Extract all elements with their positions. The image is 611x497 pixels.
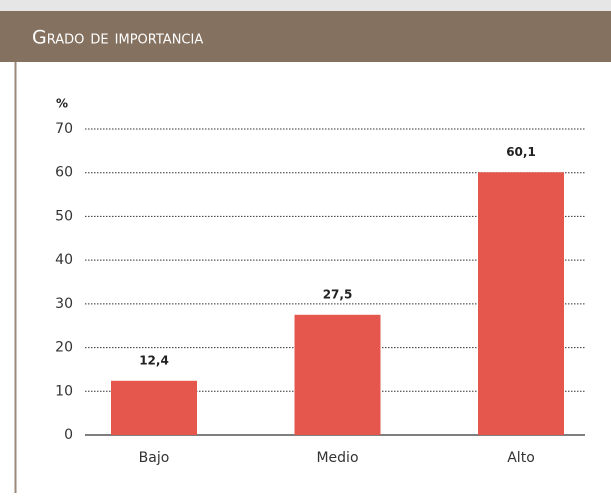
y-tick-label: 0 [64,427,73,443]
y-tick-label: 10 [55,383,73,399]
y-tick-label: 40 [55,252,73,268]
chart-title: Grado de importancia [32,27,203,49]
x-tick-label: Medio [316,450,358,466]
x-tick-label: Alto [507,450,535,466]
value-label: 27,5 [323,287,353,301]
bar [478,172,564,435]
y-tick-label: 20 [55,340,73,356]
bar [111,380,197,435]
y-tick-label: 60 [55,165,73,181]
y-axis-label: % [56,97,68,111]
value-label: 60,1 [506,145,536,159]
value-label: 12,4 [139,353,169,367]
y-tick-label: 50 [55,208,73,224]
bar [294,314,381,435]
header-band [0,11,611,62]
x-tick-label: Bajo [139,450,170,466]
y-tick-label: 70 [55,121,73,137]
y-tick-label: 30 [55,296,73,312]
top-strip [0,0,611,11]
